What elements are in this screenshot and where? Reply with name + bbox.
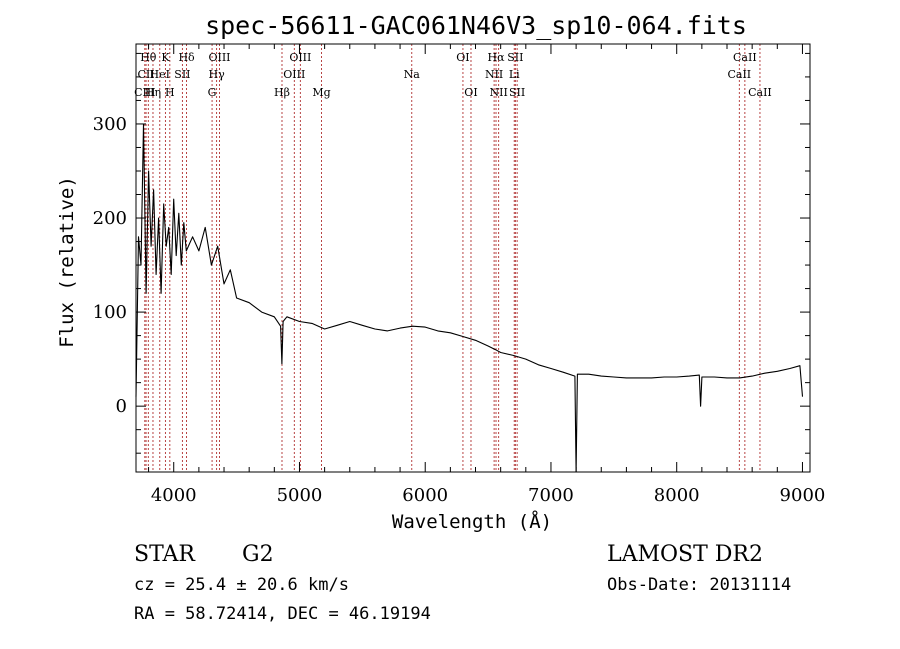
coordinates: RA = 58.72414, DEC = 46.19194: [134, 604, 431, 624]
spectral-line-label: OI: [464, 86, 477, 99]
spectral-line-label: SII: [509, 86, 525, 99]
spectral-line-label: CaII: [748, 86, 772, 99]
spectral-line-label: Na: [404, 68, 421, 81]
spectrum-series-line: [135, 123, 804, 473]
x-tick-label: 8000: [654, 485, 700, 506]
spectral-line-label: OIII: [289, 51, 311, 64]
spectral-line-label: Li: [509, 68, 520, 81]
spectral-line-label: CaII: [727, 68, 751, 81]
y-axis-label: Flux (relative): [56, 176, 78, 348]
x-tick-label: 5000: [277, 485, 323, 506]
chart-title: spec-56611-GAC061N46V3_sp10-064.fits: [205, 11, 747, 40]
spectral-line-label: OI: [456, 51, 469, 64]
spectral-line-label: CIII: [134, 86, 155, 99]
spectral-line-label: HeI: [150, 68, 170, 81]
y-tick-label: 100: [93, 302, 127, 323]
spectral-line-markers: [144, 44, 761, 472]
x-axis-ticks: 4000 5000 6000 7000 8000 9000: [148, 44, 826, 506]
spectral-line-label: Hη: [145, 86, 161, 99]
spectral-line-label: K: [161, 51, 170, 64]
y-tick-label: 0: [116, 396, 127, 417]
y-tick-label: 300: [93, 114, 127, 135]
spectral-line-label: CII: [138, 68, 155, 81]
spectral-line-label: Hθ: [140, 51, 157, 64]
x-axis-label: Wavelength (Å): [392, 510, 552, 533]
x-tick-label: 9000: [780, 485, 826, 506]
observation-date: Obs-Date: 20131114: [607, 575, 791, 595]
y-tick-label: 200: [93, 208, 127, 229]
x-tick-label: 6000: [402, 485, 448, 506]
spectral-line-label: G: [208, 86, 217, 99]
y-axis-ticks: 0 100 200 300: [93, 52, 810, 454]
spectral-line-label: NII: [485, 68, 503, 81]
object-class: STAR: [134, 542, 196, 567]
spectral-line-label: NII: [489, 86, 507, 99]
spectral-line-labels: Hθ CII CIII K HeI Hη Hδ SII H OIII Hγ G OIII OIII Hβ Mg…: [134, 51, 772, 99]
spectral-line-label: CaII: [733, 51, 757, 64]
spectral-line-label: OIII: [283, 68, 305, 81]
object-subclass: G2: [242, 542, 274, 567]
spectral-line-label: Mg: [312, 86, 330, 99]
redshift-cz: cz = 25.4 ± 20.6 km/s: [134, 575, 349, 595]
spectral-line-label: Hα: [487, 51, 505, 64]
spectral-line-label: SII: [174, 68, 190, 81]
x-tick-label: 4000: [151, 485, 197, 506]
spectral-line-label: Hδ: [178, 51, 195, 64]
spectral-line-label: H: [165, 86, 175, 99]
spectral-line-label: Hγ: [209, 68, 226, 81]
spectral-line-label: Hβ: [274, 86, 290, 99]
plot-frame: [135, 43, 811, 473]
survey-name: LAMOST DR2: [607, 542, 763, 567]
spectral-line-label: SII: [507, 51, 523, 64]
spectral-line-label: OIII: [208, 51, 230, 64]
x-tick-label: 7000: [528, 485, 574, 506]
